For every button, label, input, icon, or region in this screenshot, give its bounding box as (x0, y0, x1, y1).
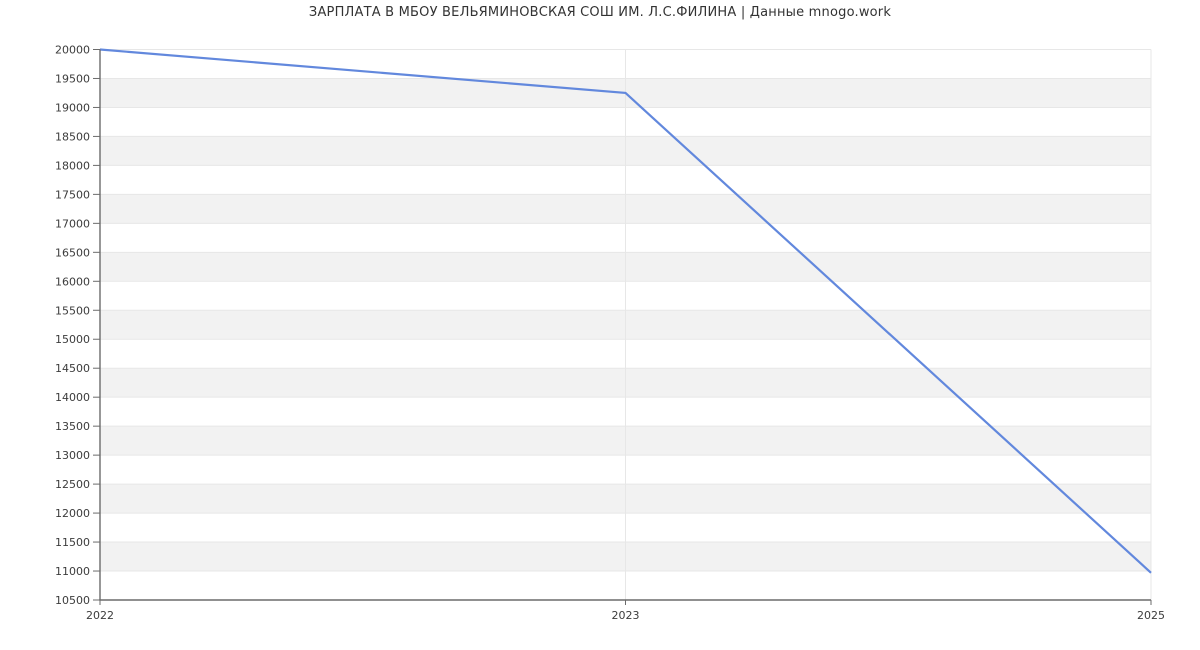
chart-title: ЗАРПЛАТА В МБОУ ВЕЛЬЯМИНОВСКАЯ СОШ ИМ. Л… (308, 5, 892, 20)
y-tick-label: 14500 (55, 362, 90, 375)
x-tick-label: 2023 (612, 609, 640, 622)
y-tick-label: 17000 (55, 217, 90, 230)
x-tick-label: 2022 (86, 609, 114, 622)
y-tick-label: 13500 (55, 420, 90, 433)
y-tick-label: 17500 (55, 188, 90, 201)
y-tick-label: 11000 (55, 565, 90, 578)
x-tick-label: 2025 (1137, 609, 1165, 622)
y-tick-label: 18000 (55, 159, 90, 172)
y-tick-label: 19000 (55, 101, 90, 114)
y-tick-label: 12500 (55, 478, 90, 491)
y-tick-label: 16500 (55, 246, 90, 259)
y-tick-label: 15000 (55, 333, 90, 346)
y-tick-label: 15500 (55, 304, 90, 317)
y-tick-label: 16000 (55, 275, 90, 288)
y-tick-label: 14000 (55, 391, 90, 404)
y-tick-label: 20000 (55, 44, 90, 57)
y-tick-label: 11500 (55, 536, 90, 549)
y-tick-label: 19500 (55, 72, 90, 85)
series-line (99, 48, 1152, 574)
y-tick-label: 18500 (55, 130, 90, 143)
y-tick-label: 12000 (55, 507, 90, 520)
y-tick-label: 13000 (55, 449, 90, 462)
y-tick-label: 10500 (55, 594, 90, 607)
